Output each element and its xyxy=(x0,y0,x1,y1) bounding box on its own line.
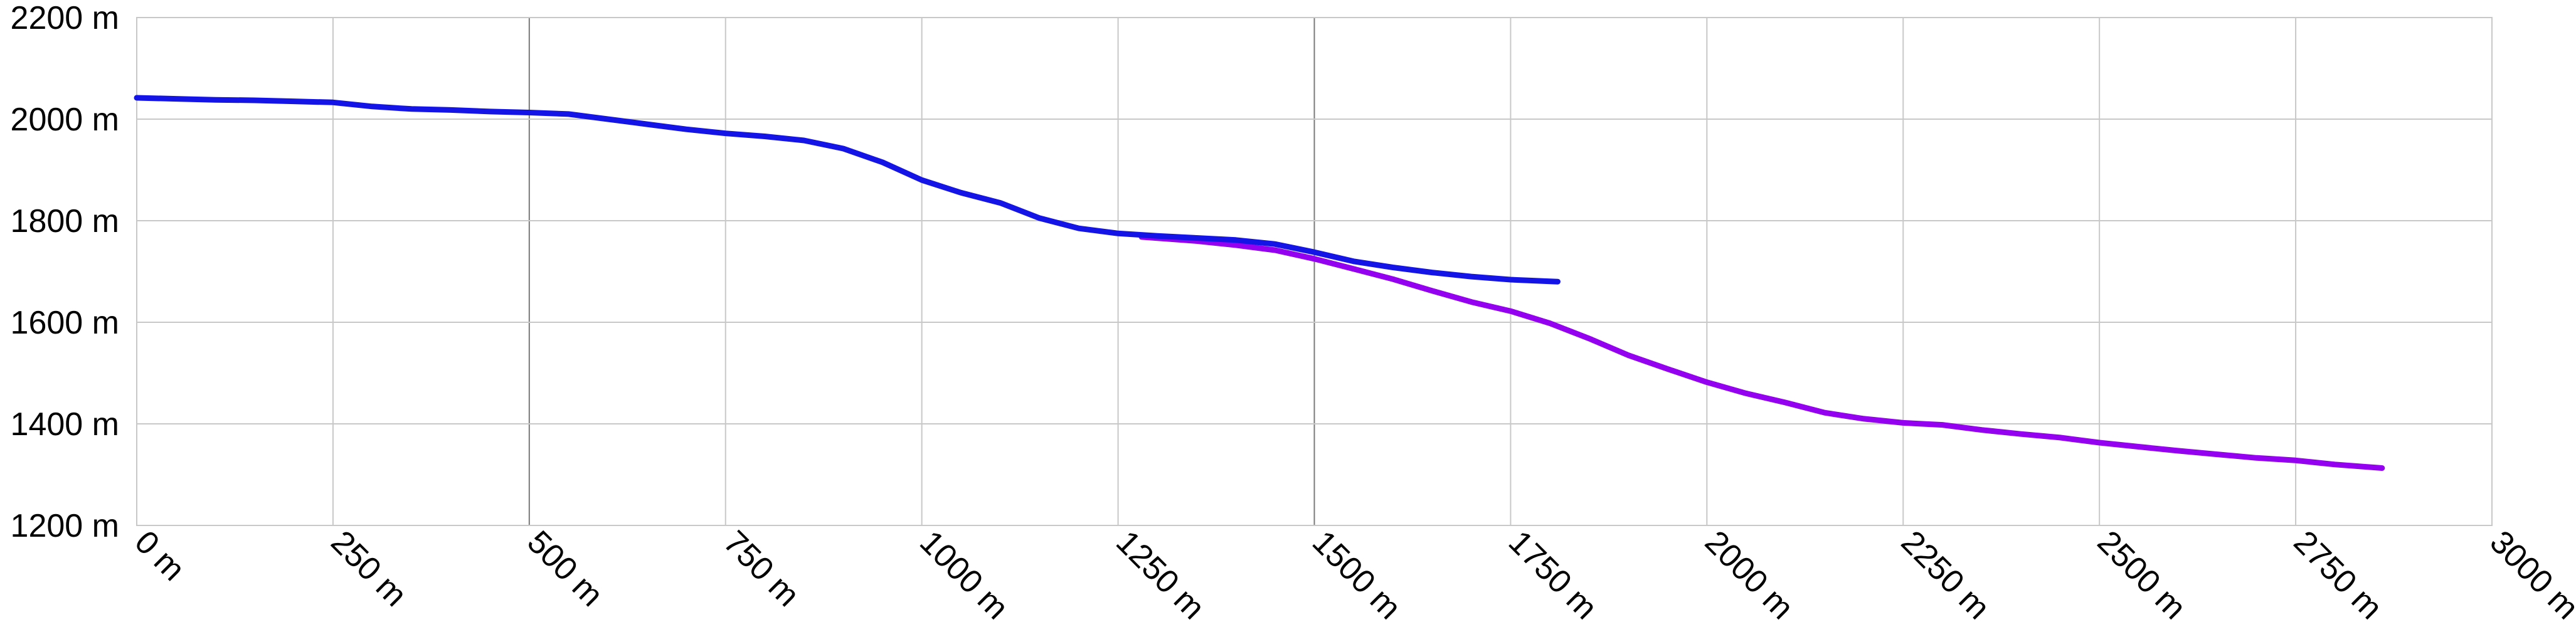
series-line-2 xyxy=(134,95,1561,285)
plot-area-frame xyxy=(136,17,2493,526)
x-tick-label: 2500 m xyxy=(2091,524,2193,626)
x-tick-label: 2000 m xyxy=(1698,524,1801,626)
y-tick-label: 2200 m xyxy=(11,0,119,36)
x-axis-tick-labels: 0 m 250 m 500 m 750 m 1000 m 1250 m 1500 m 1750… xyxy=(128,524,2576,626)
x-tick-label: 2750 m xyxy=(2287,524,2390,626)
x-tick-label: 3000 m xyxy=(2483,524,2576,626)
y-tick-label: 1200 m xyxy=(11,508,119,544)
y-tick-label: 1800 m xyxy=(11,203,119,240)
x-tick-label: 500 m xyxy=(520,524,610,613)
x-tick-label: 1750 m xyxy=(1502,524,1604,626)
x-tick-label: 2250 m xyxy=(1894,524,1997,626)
x-tick-label: 0 m xyxy=(128,524,192,587)
series-group xyxy=(134,95,2385,471)
x-tick-label: 1250 m xyxy=(1109,524,1212,626)
x-tick-label: 250 m xyxy=(324,524,413,613)
series-line-1 xyxy=(1138,234,2385,471)
y-tick-label: 1600 m xyxy=(11,305,119,341)
x-tick-label: 1500 m xyxy=(1305,524,1408,626)
y-axis-tick-labels: 1200 m 1400 m 1600 m 1800 m 2000 m 2200 m xyxy=(11,0,119,544)
y-tick-label: 1400 m xyxy=(11,406,119,443)
x-tick-label: 750 m xyxy=(716,524,806,613)
x-tick-label: 1000 m xyxy=(913,524,1015,626)
y-tick-label: 2000 m xyxy=(11,102,119,138)
